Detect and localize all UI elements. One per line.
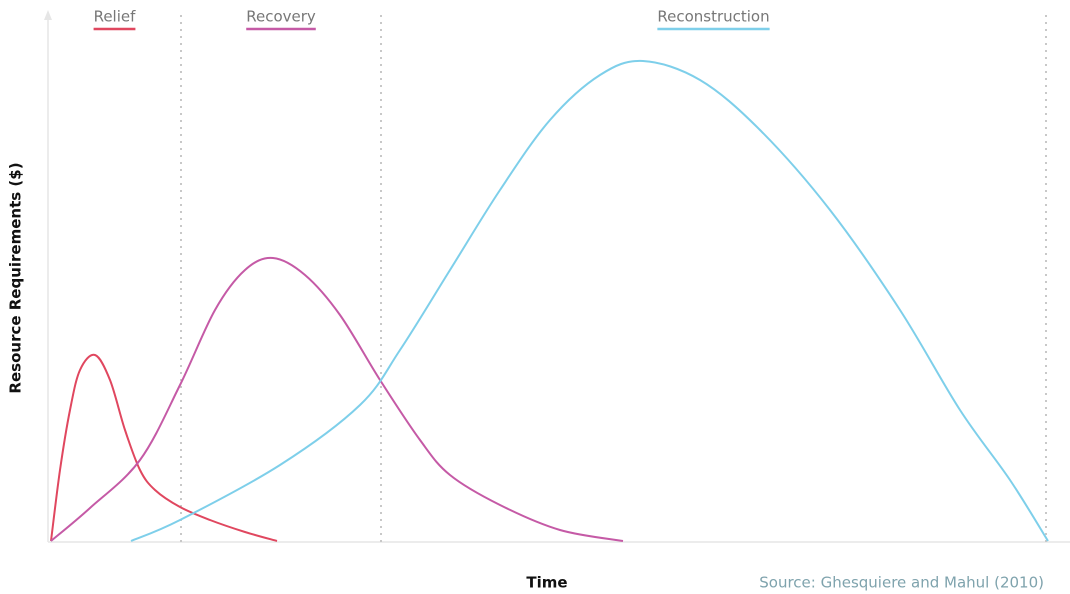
legend-label: Relief: [94, 8, 137, 26]
legend-label: Reconstruction: [657, 8, 769, 26]
y-axis-label: Resource Requirements ($): [7, 162, 25, 393]
y-axis-arrow: [44, 10, 52, 20]
series-line: [50, 256, 624, 542]
legend-label: Recovery: [246, 8, 316, 26]
source-note: Source: Ghesquiere and Mahul (2010): [759, 574, 1044, 592]
series-line: [50, 353, 278, 542]
x-axis-label: Time: [526, 574, 567, 592]
series-line: [130, 59, 1049, 542]
